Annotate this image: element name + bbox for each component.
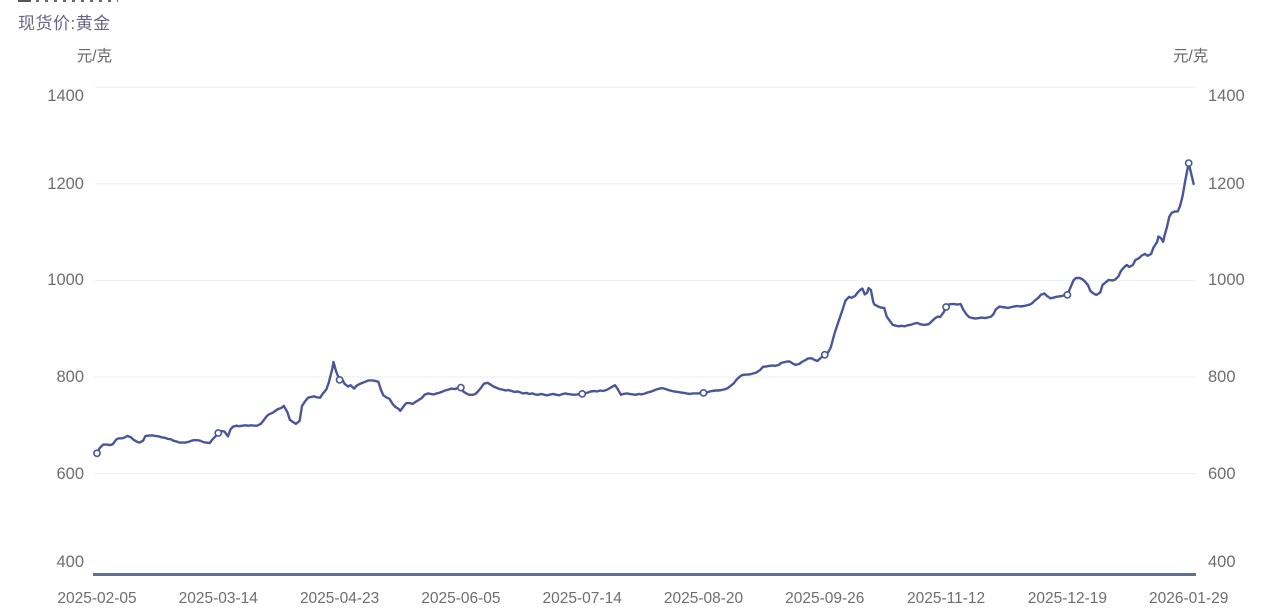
x-tick-label-2025-08-20: 2025-08-20 — [663, 590, 744, 607]
data-point-marker[interactable] — [820, 350, 829, 359]
y-tick-label-left-400: 400 — [56, 553, 84, 571]
x-tick-label-2025-03-14: 2025-03-14 — [178, 590, 258, 607]
y-tick-label-left-1200: 1200 — [47, 174, 84, 193]
y-tick-label-left-800: 800 — [56, 367, 84, 386]
data-point-marker[interactable] — [214, 429, 223, 437]
x-tick-label-2025-12-19: 2025-12-19 — [1027, 590, 1108, 607]
data-point-marker[interactable] — [335, 375, 344, 384]
clipped-text-dashes — [36, 0, 118, 2]
y-axis-unit-right: 元/克 — [1173, 48, 1209, 65]
data-point-marker[interactable] — [942, 303, 950, 311]
y-tick-label-right-1200: 1200 — [1208, 174, 1245, 193]
data-point-marker[interactable] — [578, 389, 587, 398]
x-tick-label-2025-02-05: 2025-02-05 — [57, 590, 137, 607]
chart-title: 现货价:黄金 — [18, 14, 111, 33]
y-tick-label-right-400: 400 — [1208, 553, 1236, 571]
x-tick-label-2025-04-23: 2025-04-23 — [299, 590, 380, 607]
data-point-marker[interactable] — [699, 388, 708, 397]
y-tick-label-right-600: 600 — [1208, 464, 1236, 483]
price-line — [95, 161, 1195, 455]
data-point-marker[interactable] — [93, 449, 101, 458]
x-tick-label-2026-01-29: 2026-01-29 — [1149, 590, 1229, 607]
x-tick-label-2025-09-26: 2025-09-26 — [785, 590, 865, 607]
data-point-marker[interactable] — [456, 383, 465, 392]
y-tick-label-left-1000: 1000 — [47, 271, 84, 290]
data-point-marker[interactable] — [1184, 159, 1193, 167]
y-tick-label-right-1400: 1400 — [1208, 87, 1245, 105]
y-tick-label-right-1000: 1000 — [1208, 271, 1245, 290]
x-tick-label-2025-07-14: 2025-07-14 — [542, 590, 622, 607]
data-point-marker[interactable] — [1063, 290, 1072, 299]
x-tick-label-2025-06-05: 2025-06-05 — [421, 590, 501, 607]
y-tick-label-right-800: 800 — [1208, 367, 1236, 386]
x-tick-label-2025-11-12: 2025-11-12 — [907, 590, 986, 607]
clipped-text-dash — [18, 0, 31, 2]
clipped-content-artifact — [18, 0, 118, 3]
y-axis-unit-left: 元/克 — [76, 48, 112, 65]
y-tick-label-left-600: 600 — [56, 464, 84, 483]
y-tick-label-left-1400: 1400 — [47, 87, 84, 105]
